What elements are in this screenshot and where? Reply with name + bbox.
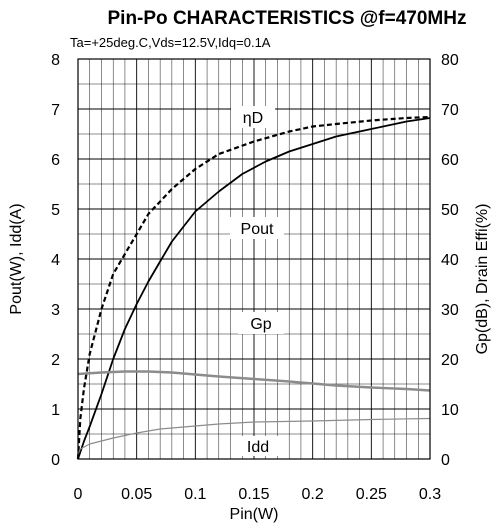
plot-frame xyxy=(77,58,431,460)
y-right-tick-label: 20 xyxy=(441,352,459,369)
y-right-tick-label: 80 xyxy=(441,52,459,69)
y-right-tick-label: 60 xyxy=(441,152,459,169)
y-axis-label-left: Pout(W), Idd(A) xyxy=(8,203,25,314)
y-right-tick-label: 30 xyxy=(441,302,459,319)
y-left-tick-label: 4 xyxy=(51,252,60,269)
label-idd: Idd xyxy=(247,439,269,456)
label-gp-bg xyxy=(238,312,284,334)
x-tick-label: 0.05 xyxy=(121,486,152,503)
y-right-tick-label: 40 xyxy=(441,252,459,269)
y-right-tick-label: 0 xyxy=(441,452,450,469)
label-pout-bg xyxy=(230,217,284,239)
y-left-tick-label: 6 xyxy=(51,152,60,169)
label-idd-bg xyxy=(235,436,281,456)
y-axis-label-right: Gp(dB), Drain Effi(%) xyxy=(474,204,491,355)
label-etad-bg xyxy=(231,106,275,128)
curves xyxy=(76,115,431,460)
label-gp: Gp xyxy=(250,316,271,333)
x-tick-label: 0.15 xyxy=(238,486,269,503)
tick-labels: 0 0.05 0.1 0.15 0.2 0.25 0.3012345678010203040… xyxy=(51,52,459,503)
x-tick-label: 0.25 xyxy=(356,486,387,503)
x-tick-label: 0.2 xyxy=(302,486,324,503)
x-tick-label: 0.1 xyxy=(184,486,206,503)
chart-subtitle: Ta=+25deg.C,Vds=12.5V,Idq=0.1A xyxy=(70,35,271,50)
y-right-tick-label: 70 xyxy=(441,102,459,119)
y-left-tick-label: 5 xyxy=(51,202,60,219)
series-line-pout xyxy=(77,117,431,460)
series-line-d xyxy=(76,115,431,460)
y-left-tick-label: 1 xyxy=(51,402,60,419)
y-left-tick-label: 7 xyxy=(51,102,60,119)
y-right-tick-label: 10 xyxy=(441,402,459,419)
label-etad: ηD xyxy=(243,110,263,127)
grid xyxy=(77,58,431,460)
x-axis-label: Pin(W) xyxy=(230,506,279,523)
label-pout: Pout xyxy=(241,221,274,238)
chart-title: Pin-Po CHARACTERISTICS @f=470MHz xyxy=(108,8,467,29)
y-left-tick-label: 0 xyxy=(51,452,60,469)
curve-labels: ηD Pout Gp Idd xyxy=(230,106,284,456)
x-tick-label: 0 xyxy=(74,486,83,503)
series-line-idd xyxy=(77,417,431,455)
y-left-tick-label: 2 xyxy=(51,352,60,369)
y-left-tick-label: 8 xyxy=(51,52,60,69)
x-tick-label: 0.3 xyxy=(419,486,441,503)
y-right-tick-label: 50 xyxy=(441,202,459,219)
y-left-tick-label: 3 xyxy=(51,302,60,319)
series-line-gp xyxy=(77,370,431,392)
